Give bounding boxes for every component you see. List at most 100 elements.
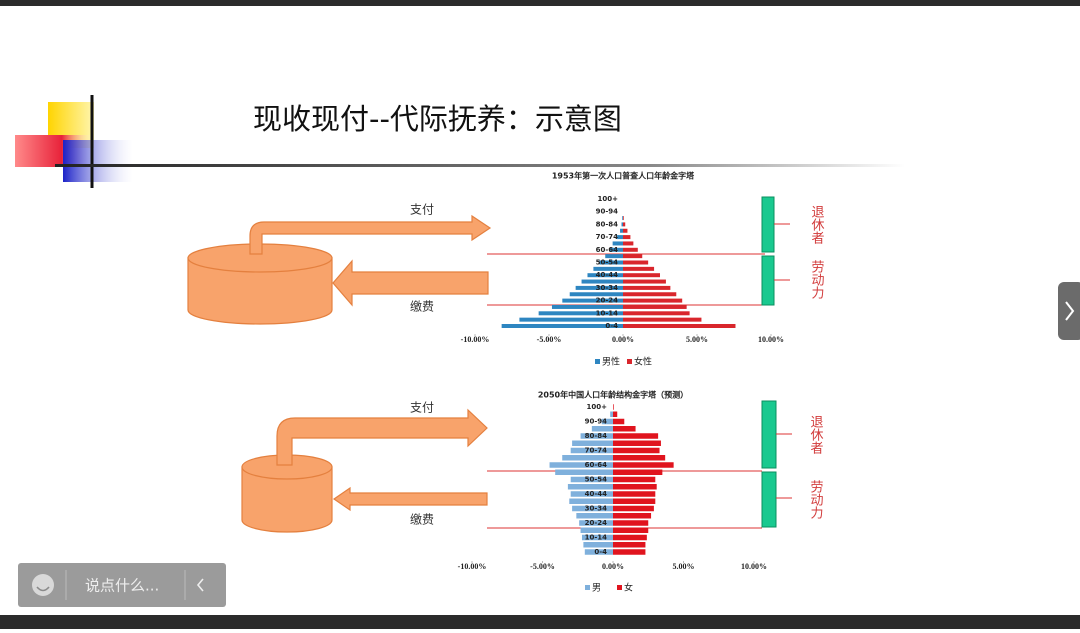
bar — [623, 260, 649, 265]
bar — [581, 534, 613, 541]
bracket — [761, 471, 777, 528]
diagram-2 — [241, 408, 488, 533]
bar — [570, 447, 613, 454]
legend-swatch — [617, 585, 622, 590]
category-label: 40-44 — [585, 490, 608, 498]
bar — [599, 260, 623, 265]
x-tick-label: -5.00% — [537, 335, 562, 344]
bar — [555, 469, 613, 475]
bar — [579, 520, 613, 526]
bar — [623, 298, 683, 303]
bar — [610, 411, 613, 417]
bar — [617, 235, 623, 240]
emoji-smile — [36, 586, 50, 592]
next-button[interactable] — [1058, 282, 1080, 340]
chat-bg — [18, 563, 226, 607]
cylinder — [241, 466, 333, 533]
bar — [569, 498, 613, 504]
bar — [613, 447, 660, 454]
category-label: 30-34 — [585, 505, 608, 513]
bar — [623, 324, 736, 328]
bar — [570, 491, 613, 497]
bar — [575, 285, 623, 290]
bar — [613, 433, 659, 439]
category-label: 40-44 — [596, 271, 619, 279]
chart-title: 2050年中国人口年龄结构金字塔（预测） — [538, 390, 688, 400]
bar — [623, 273, 660, 278]
pay-label: 支付 — [410, 203, 434, 217]
category-label: 100+ — [598, 195, 619, 203]
bar — [612, 241, 623, 246]
pay-arrow — [249, 214, 492, 255]
pay-label: 支付 — [410, 401, 434, 415]
bar — [623, 317, 702, 322]
deco-blue — [63, 140, 133, 182]
bar — [584, 549, 613, 555]
bar — [623, 279, 666, 284]
slide-title: 现收现付--代际抚养：示意图 — [253, 102, 622, 136]
contribute-arrow — [332, 486, 488, 512]
bar — [623, 247, 638, 252]
workers-label: 劳动力 — [809, 259, 825, 300]
bar — [613, 440, 661, 446]
chat-bar[interactable]: 说点什么... — [18, 563, 226, 607]
x-tick-label: -5.00% — [530, 562, 555, 571]
bar — [580, 433, 613, 439]
collapse-icon — [196, 578, 204, 592]
legend-label: 女性 — [634, 356, 652, 368]
bar — [519, 317, 623, 322]
bar — [613, 469, 663, 475]
bar — [623, 292, 677, 297]
bar — [623, 235, 631, 240]
category-label: 90-94 — [585, 418, 608, 426]
bar — [623, 266, 655, 271]
bar — [581, 279, 623, 284]
bracket — [761, 255, 775, 306]
bar — [613, 476, 656, 483]
legend-label: 男性 — [602, 356, 620, 368]
diagram-1 — [187, 214, 492, 325]
bar — [623, 254, 643, 259]
category-label: 10-14 — [596, 309, 619, 317]
next-icon — [1065, 301, 1075, 321]
category-label: 20-24 — [585, 519, 608, 527]
bar — [613, 498, 656, 504]
x-tick-label: -10.00% — [461, 335, 490, 344]
emoji-icon — [32, 574, 54, 596]
category-label: 70-74 — [585, 447, 608, 455]
category-label: 30-34 — [596, 284, 619, 292]
cylinder — [187, 257, 333, 325]
bar — [613, 527, 649, 533]
category-label: 20-24 — [596, 297, 619, 305]
bar — [613, 418, 625, 425]
bar — [570, 476, 613, 483]
legend-swatch — [595, 359, 600, 364]
retirees-label: 退休者 — [809, 205, 825, 245]
bar — [623, 304, 687, 309]
contribute-label: 缴费 — [410, 512, 434, 527]
category-label: 80-84 — [585, 432, 608, 440]
bar — [605, 254, 623, 259]
bar — [580, 527, 613, 533]
bar — [562, 455, 613, 461]
bar — [587, 273, 623, 278]
x-tick-label: 5.00% — [673, 562, 695, 571]
category-label: 50-54 — [596, 259, 619, 267]
category-label: 60-64 — [596, 246, 619, 254]
category-label: 80-84 — [596, 220, 619, 228]
bar — [538, 311, 623, 316]
bar — [623, 241, 634, 246]
bar — [621, 222, 623, 227]
bar — [613, 426, 636, 432]
category-label: 10-14 — [585, 534, 608, 542]
legend-swatch — [627, 359, 632, 364]
bar — [623, 285, 671, 290]
bar — [572, 440, 613, 446]
bar — [623, 216, 624, 221]
bar — [623, 228, 628, 233]
bar — [613, 411, 618, 417]
workers-label: 劳动力 — [808, 479, 824, 520]
x-tick-label: 5.00% — [686, 335, 708, 344]
